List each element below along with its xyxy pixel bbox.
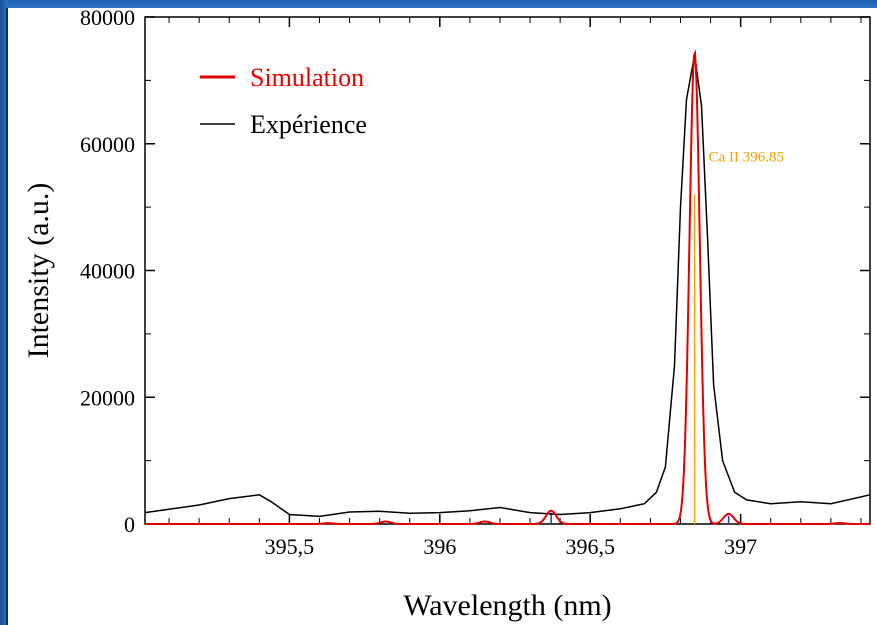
series-layer: [144, 49, 871, 525]
y-axis-title: Intensity (a.u.): [22, 183, 55, 359]
legend-label-experience: Expérience: [250, 110, 367, 139]
x-tick-labels: 395,5 396 396,5 397: [265, 534, 757, 559]
y-tick-labels: 0 20000 40000 60000 80000: [80, 5, 135, 537]
x-tick-label: 396,5: [565, 534, 615, 559]
annotation-layer: Ca II 396.85: [709, 149, 784, 165]
y-tick-label: 60000: [80, 132, 135, 157]
x-tick-label: 397: [724, 534, 757, 559]
x-axis-title: Wavelength (nm): [403, 589, 611, 622]
x-tick-label: 395,5: [265, 534, 315, 559]
y-tick-label: 0: [124, 512, 135, 537]
y-tick-label: 80000: [80, 5, 135, 30]
top-border: [0, 0, 877, 8]
plot-area: [144, 16, 871, 525]
left-border: [0, 0, 8, 625]
series-line-simulation: [145, 49, 870, 525]
axis-ticks: [145, 16, 870, 525]
x-tick-label: 396: [423, 534, 456, 559]
y-tick-label: 40000: [80, 259, 135, 284]
legend-label-simulation: Simulation: [250, 63, 364, 92]
y-tick-label: 20000: [80, 385, 135, 410]
annotation-label: Ca II 396.85: [709, 149, 784, 165]
series-line-experience: [144, 54, 871, 518]
legend: Simulation Expérience: [200, 63, 367, 139]
